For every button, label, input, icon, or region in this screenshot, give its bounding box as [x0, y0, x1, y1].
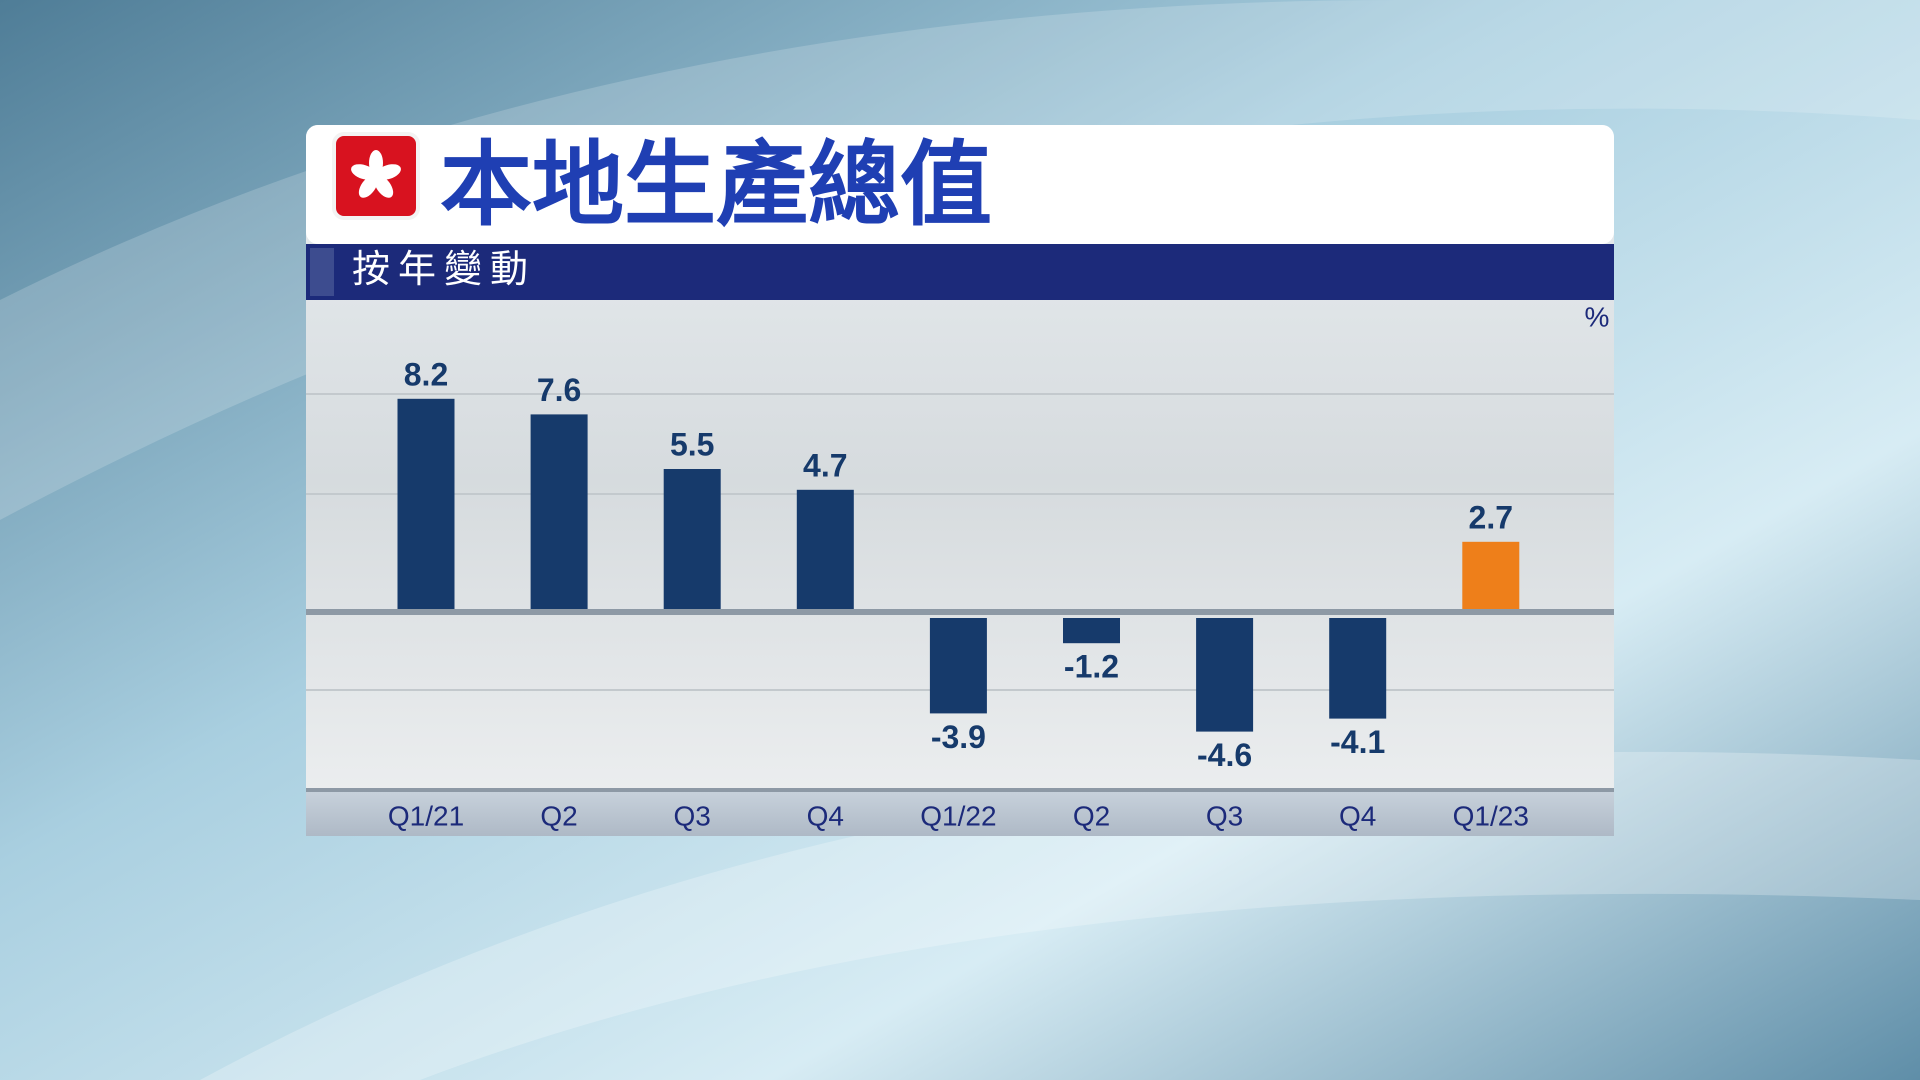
- bar: [1462, 541, 1520, 609]
- chart-title: 本地生產總值: [440, 134, 992, 236]
- chart-subtitle: 按年變動: [352, 249, 536, 291]
- bar: [1329, 618, 1387, 719]
- x-tick-label: Q3: [1206, 800, 1243, 831]
- value-label: -1.2: [1064, 649, 1119, 685]
- bar: [929, 618, 987, 714]
- bar: [397, 398, 455, 609]
- panel: 本地生產總值 按年變動 %: [306, 125, 1614, 836]
- flag-flower: [351, 150, 401, 198]
- x-tick-label: Q2: [540, 800, 577, 831]
- value-label: -4.1: [1330, 724, 1385, 760]
- bar: [530, 414, 588, 609]
- value-label: -4.6: [1197, 737, 1252, 773]
- title-bar: [306, 125, 1614, 244]
- bar: [1063, 618, 1120, 644]
- value-label: 8.2: [404, 356, 448, 392]
- x-tick-label: Q1/22: [920, 800, 996, 831]
- value-label: 4.7: [803, 447, 847, 483]
- x-tick-label: Q2: [1073, 800, 1110, 831]
- x-tick-label: Q1/21: [388, 800, 464, 831]
- bar: [796, 489, 854, 609]
- value-label: -3.9: [931, 719, 986, 755]
- x-tick-label: Q1/23: [1453, 800, 1529, 831]
- bar: [663, 469, 721, 609]
- x-tick-label: Q3: [674, 800, 711, 831]
- x-tick-label: Q4: [1339, 800, 1376, 831]
- subtitle-bar: [306, 244, 1614, 300]
- bar: [1196, 618, 1254, 732]
- value-label: 7.6: [537, 372, 581, 408]
- unit-label: %: [1585, 301, 1610, 332]
- panel-background: [306, 125, 1614, 836]
- value-label: 5.5: [670, 426, 714, 462]
- x-tick-label: Q4: [807, 800, 844, 831]
- value-label: 2.7: [1469, 499, 1513, 535]
- subtitle-accent: [310, 248, 334, 296]
- hk-flag-icon: [332, 132, 420, 220]
- category-band: [306, 790, 1614, 836]
